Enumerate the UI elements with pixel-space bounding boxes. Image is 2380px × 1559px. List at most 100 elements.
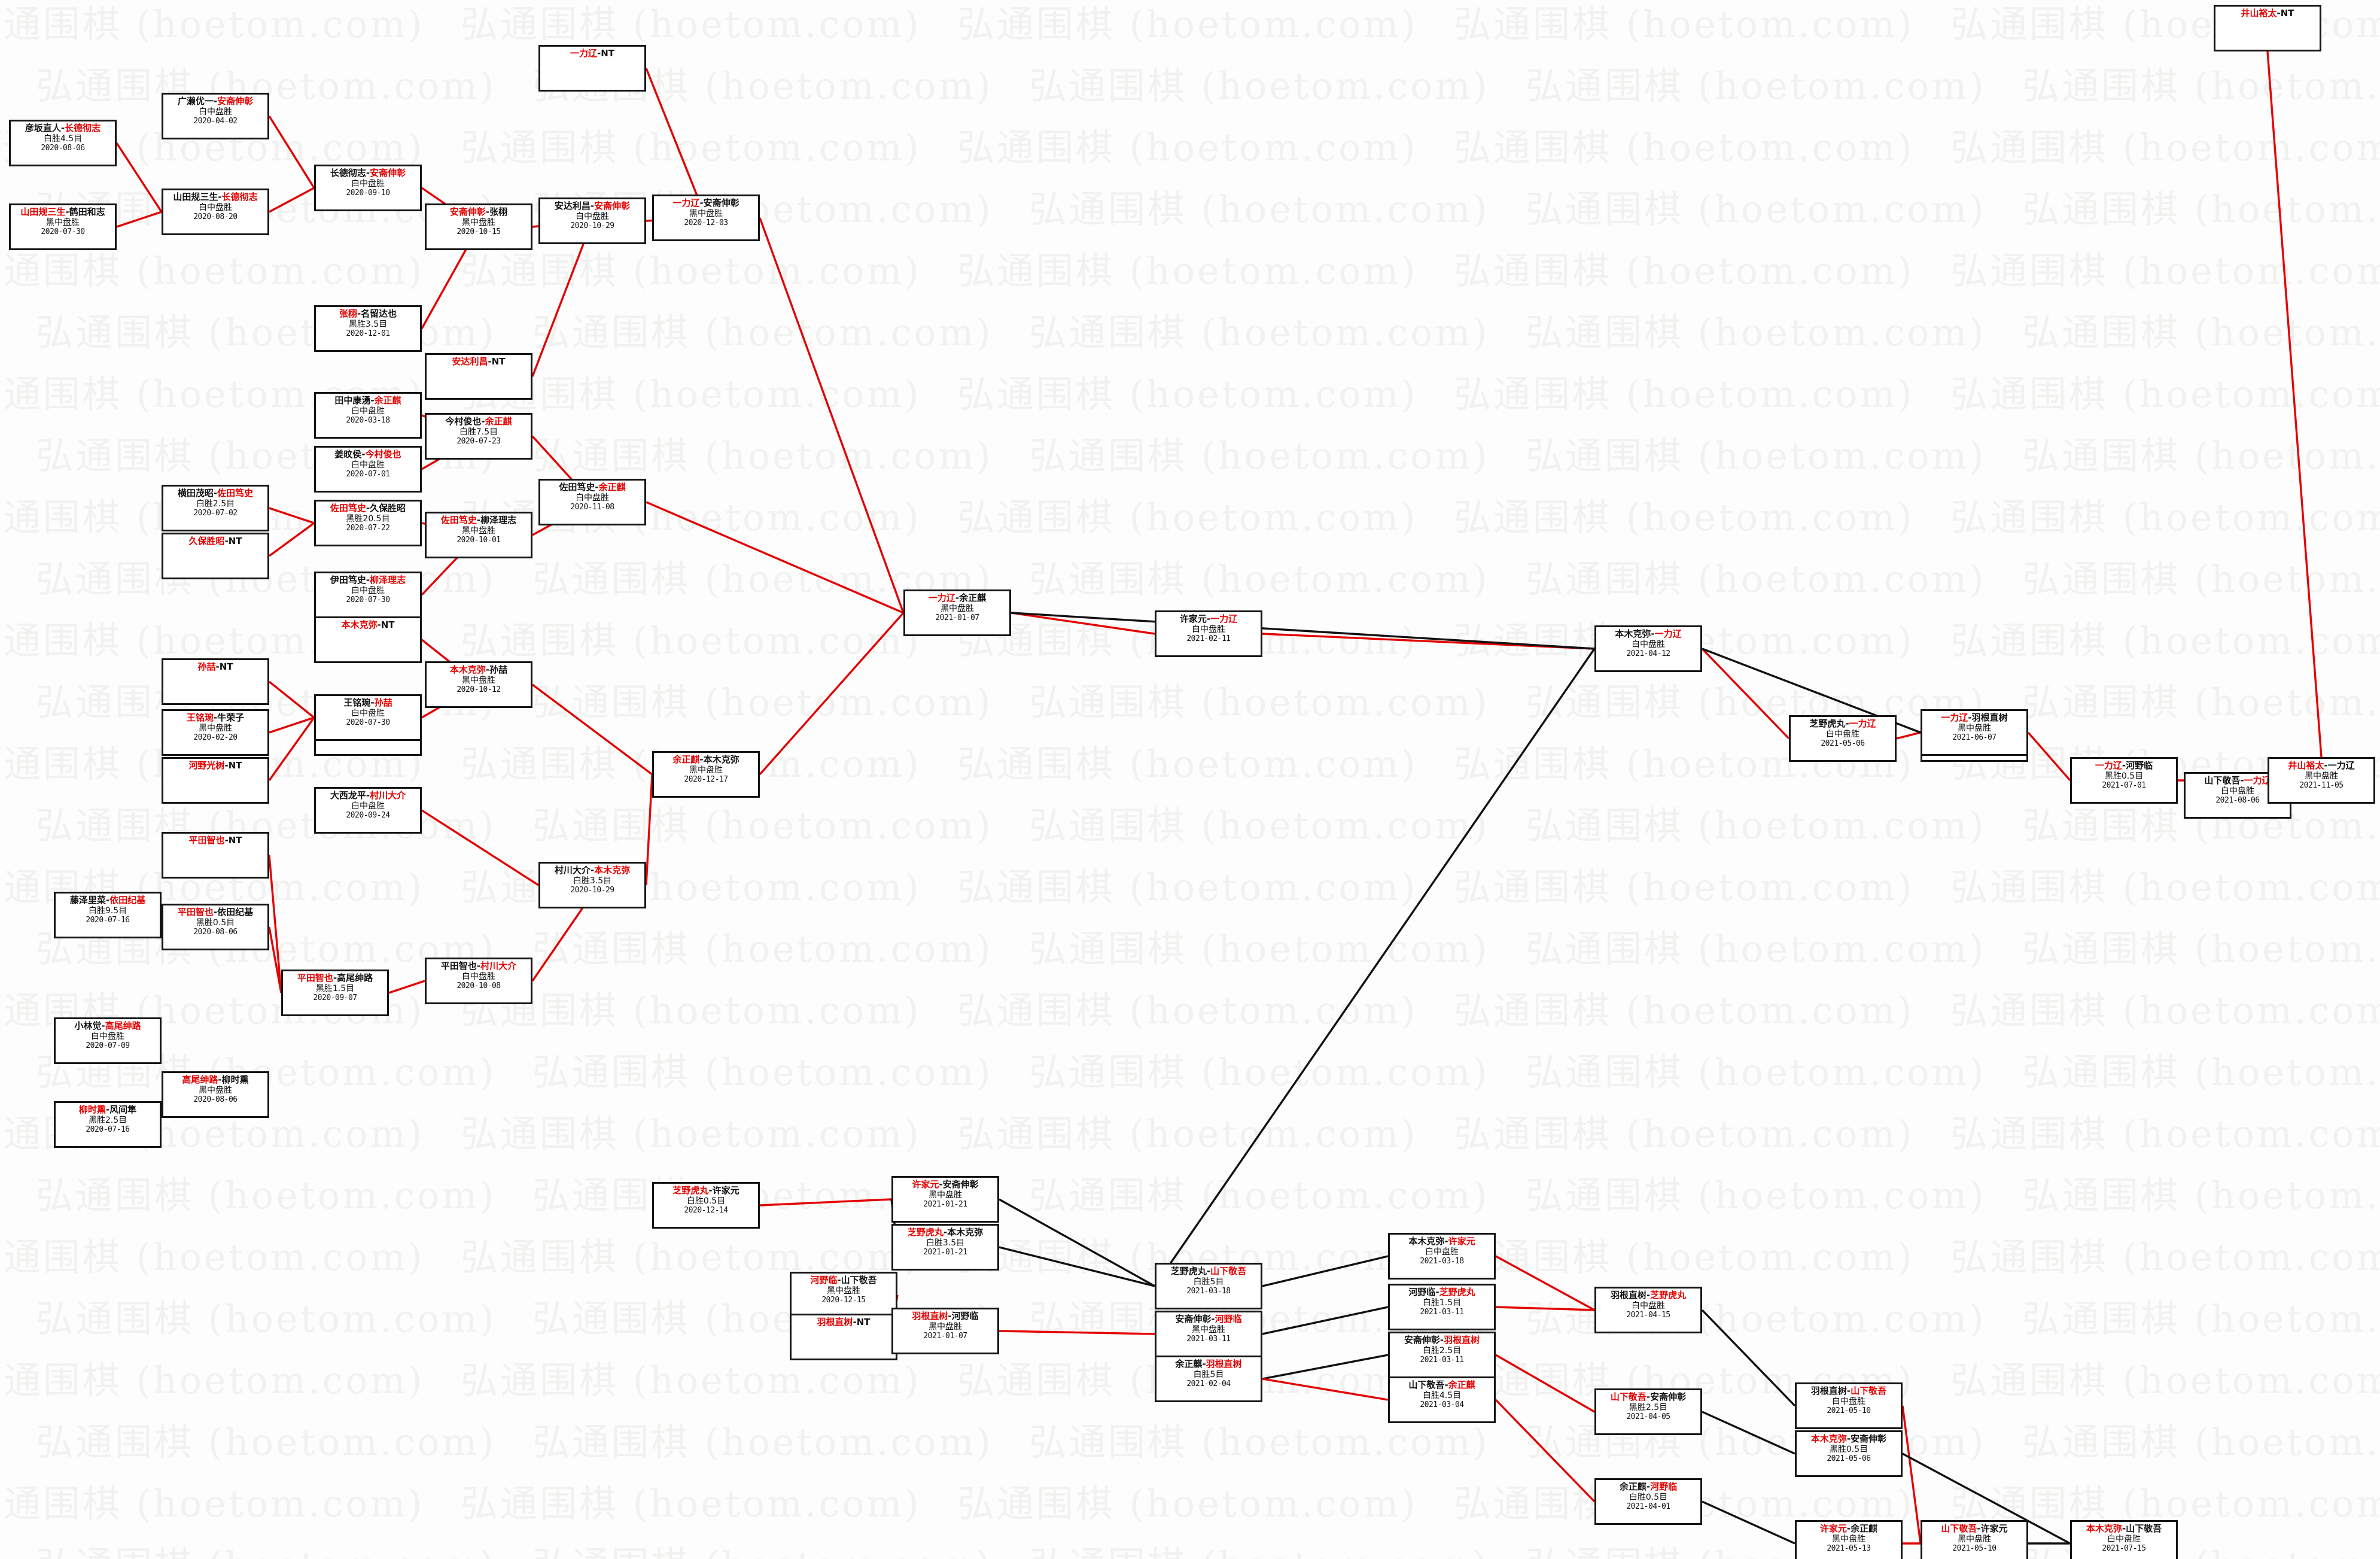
match-node[interactable]: 芝野虎丸-本木克弥 白胜3.5目 2021-01-21	[891, 1224, 999, 1271]
match-node[interactable]: 一力辽-NT	[538, 45, 646, 92]
match-node[interactable]: 羽根直树-山下敬吾 白中盘胜 2021-05-10	[1795, 1382, 1903, 1429]
match-date: 2021-08-06	[2215, 796, 2260, 806]
match-players: 本木克弥-孙喆	[427, 664, 531, 676]
match-node[interactable]: 久保胜昭-NT	[162, 533, 269, 579]
watermark-text: 弘通围棋 (hoetom.com)	[957, 989, 1418, 1032]
match-node[interactable]: 一力辽-河野临 黑胜0.5目 2021-07-01	[2070, 757, 2178, 804]
match-node[interactable]: 本木克弥-山下敬吾 白中盘胜 2021-07-15	[2070, 1520, 2178, 1559]
player-separator: -	[218, 192, 222, 202]
match-node[interactable]: 羽根直树-河野临 黑中盘胜 2021-01-07	[891, 1308, 999, 1354]
match-node[interactable]: 王铭琬-孙喆 白中盘胜 2020-07-30	[314, 694, 422, 741]
match-node[interactable]: 安斋伸彰-张栩 黑中盘胜 2020-10-15	[425, 203, 532, 250]
match-node[interactable]: 王铭琬-牛荣子 黑中盘胜 2020-02-20	[162, 709, 269, 756]
match-node[interactable]: 羽根直树-NT	[790, 1314, 897, 1360]
match-node[interactable]: 本木克弥-许家元 白中盘胜 2021-03-18	[1388, 1233, 1496, 1280]
match-node[interactable]: 本木克弥-安斋伸彰 黑胜0.5目 2021-05-06	[1795, 1430, 1903, 1477]
player-separator: -	[476, 515, 481, 525]
match-node[interactable]: 今村俊也-余正麒 白胜7.5目 2020-07-23	[425, 413, 532, 460]
match-result: 黑中盘胜	[1958, 723, 1991, 733]
player-separator: -	[476, 961, 481, 971]
match-node[interactable]: 本木克弥-一力辽 白中盘胜 2021-04-12	[1594, 625, 1702, 672]
match-node[interactable]: 许家元-安斋伸彰 黑中盘胜 2021-01-21	[891, 1176, 999, 1223]
match-node[interactable]: 张栩-名留达也 黑胜3.5目 2020-12-01	[314, 305, 422, 352]
match-node[interactable]: 平田智也-村川大介 白中盘胜 2020-10-08	[425, 958, 532, 1004]
player-left: 长德彻志	[330, 168, 366, 178]
match-node[interactable]: 余正麒-河野临 白胜0.5目 2021-04-01	[1594, 1478, 1702, 1525]
match-players: 小林觉-高尾绅路	[56, 1020, 160, 1032]
match-node[interactable]: 孙喆-NT	[162, 658, 269, 705]
watermark-text: 弘通围棋 (hoetom.com)	[1950, 372, 2380, 416]
match-date: 2021-03-11	[1420, 1308, 1464, 1317]
match-node[interactable]: 一力辽-余正麒 黑中盘胜 2021-01-07	[903, 589, 1011, 636]
match-node[interactable]: 芝野虎丸-山下敬吾 白胜5目 2021-03-18	[1155, 1263, 1262, 1309]
match-node[interactable]: 佐田笃史-柳泽理志 黑中盘胜 2020-10-01	[425, 512, 532, 558]
watermark-text: 弘通围棋 (hoetom.com)	[1950, 989, 2380, 1032]
match-node[interactable]: 羽根直树-芝野虎丸 白中盘胜 2021-04-15	[1594, 1287, 1702, 1333]
match-node[interactable]: 余正麒-本木克弥 黑中盘胜 2020-12-17	[652, 751, 760, 798]
watermark-text: 弘通围棋 (hoetom.com)	[461, 619, 921, 663]
match-node[interactable]: 佐田笃史-余正麒 白中盘胜 2020-11-08	[538, 479, 646, 525]
match-node[interactable]: 一力辽-羽根直树 黑中盘胜 2021-06-07	[1921, 709, 2028, 756]
player-right: 安斋伸彰	[370, 168, 406, 178]
match-node[interactable]: 彦坂直人-长德彻志 白胜4.5目 2020-08-06	[9, 120, 117, 166]
match-node[interactable]: 高尾绅路-柳时熏 黑中盘胜 2020-08-06	[162, 1071, 269, 1118]
match-node[interactable]: 芝野虎丸-一力辽 白中盘胜 2021-05-06	[1789, 715, 1897, 762]
match-node[interactable]: 安斋伸彰-羽根直树 白胜2.5目 2021-03-11	[1388, 1332, 1496, 1378]
player-separator: -	[943, 1227, 948, 1238]
match-players: 河野临-芝野虎丸	[1390, 1287, 1494, 1298]
match-node[interactable]: 山下敬吾-安斋伸彰 黑胜2.5目 2021-04-05	[1594, 1388, 1702, 1435]
match-node[interactable]: 河野光树-NT	[162, 757, 269, 804]
match-node[interactable]: 安斋伸彰-河野临 黑中盘胜 2021-03-11	[1155, 1311, 1262, 1357]
match-node[interactable]: 藤泽里菜-依田纪基 白胜9.5目 2020-07-16	[54, 892, 162, 938]
match-node[interactable]: 一力辽-安斋伸彰 黑中盘胜 2020-12-03	[652, 195, 760, 241]
match-node[interactable]: 余正麒-羽根直树 白胜5目 2021-02-04	[1155, 1356, 1262, 1402]
match-node[interactable]: 许家元-一力辽 白中盘胜 2021-02-11	[1155, 610, 1262, 657]
match-node[interactable]: 长德彻志-安斋伸彰 白中盘胜 2020-09-10	[314, 165, 422, 211]
player-separator: -	[1646, 1290, 1651, 1300]
match-node[interactable]: 山田规三生-长德彻志 白中盘胜 2020-08-20	[162, 189, 269, 235]
match-node[interactable]: 山田规三生-鹤田和志 黑中盘胜 2020-07-30	[9, 203, 117, 250]
player-right: 高尾绅路	[105, 1020, 141, 1031]
match-date: 2020-08-06	[193, 928, 238, 937]
player-separator: -	[366, 168, 370, 178]
player-right: 一力辽	[2327, 760, 2355, 771]
match-date: 2020-07-09	[86, 1041, 130, 1051]
bracket-connector	[1702, 1500, 1795, 1545]
match-node[interactable]: 姜旼侯-今村俊也 白中盘胜 2020-07-01	[314, 446, 422, 493]
match-node[interactable]: 平田智也-高尾绅路 黑胜1.5目 2020-09-07	[281, 970, 389, 1016]
match-node[interactable]: 河野临-山下敬吾 黑中盘胜 2020-12-15	[790, 1272, 897, 1318]
match-node[interactable]: 平田智也-依田纪基 黑胜0.5目 2020-08-06	[162, 904, 269, 950]
player-left: 平田智也	[440, 961, 477, 971]
match-node[interactable]: 安达利昌-安斋伸彰 白中盘胜 2020-10-29	[538, 197, 646, 244]
match-node[interactable]: 村川大介-本木克弥 白胜3.5目 2020-10-29	[538, 862, 646, 908]
match-node[interactable]: 井山裕太-一力辽 黑中盘胜 2021-11-05	[2268, 757, 2375, 804]
player-right: 名留达也	[361, 308, 397, 319]
player-right: NT	[601, 48, 615, 59]
match-node[interactable]: 田中康湧-余正麒 白中盘胜 2020-03-18	[314, 392, 422, 439]
player-separator: -	[596, 48, 601, 59]
match-node[interactable]: 小林觉-高尾绅路 白中盘胜 2020-07-09	[54, 1017, 162, 1064]
match-node[interactable]: 井山裕太-NT	[2214, 5, 2321, 51]
match-node[interactable]: 山下敬吾-许家元 黑中盘胜 2021-05-10	[1921, 1520, 2028, 1559]
match-node[interactable]: 山下敬吾-余正麒 白胜4.5目 2021-03-04	[1388, 1376, 1496, 1423]
match-node[interactable]: 大西龙平-村川大介 白中盘胜 2020-09-24	[314, 787, 422, 834]
bracket-connector	[1262, 1255, 1389, 1287]
match-players: 安斋伸彰-河野临	[1156, 1314, 1261, 1325]
match-node[interactable]: 伊田笃史-柳泽理志 白中盘胜 2020-07-30	[314, 572, 422, 618]
match-node[interactable]: 河野临-芝野虎丸 白胜1.5目 2021-03-11	[1388, 1284, 1496, 1330]
match-node[interactable]: 安达利昌-NT	[425, 353, 532, 400]
match-node[interactable]: 本木克弥-孙喆 黑中盘胜 2020-10-12	[425, 661, 532, 708]
match-node[interactable]: 许家元-余正麒 黑中盘胜 2021-05-13	[1795, 1520, 1903, 1559]
match-node[interactable]: 佐田笃史-久保胜昭 黑胜20.5目 2020-07-22	[314, 500, 422, 546]
match-node[interactable]: 广濑优一-安斋伸彰 白中盘胜 2020-04-02	[162, 93, 269, 139]
match-players: 伊田笃史-柳泽理志	[316, 575, 420, 586]
bracket-connector	[1262, 1306, 1389, 1335]
match-node[interactable]: 芝野虎丸-许家元 白胜0.5目 2020-12-14	[652, 1182, 760, 1229]
match-node[interactable]: 平田智也-NT	[162, 832, 269, 879]
match-node[interactable]: 横田茂昭-佐田笃史 白胜2.5目 2020-07-02	[162, 485, 269, 531]
player-left: 伊田笃史	[330, 575, 366, 585]
match-date: 2021-05-06	[1821, 739, 1865, 749]
player-left: 本木克弥	[1408, 1236, 1445, 1247]
match-node[interactable]: 柳时熏-风间隼 黑胜2.5目 2020-07-16	[54, 1101, 162, 1148]
match-node[interactable]: 本木克弥-NT	[314, 616, 422, 663]
